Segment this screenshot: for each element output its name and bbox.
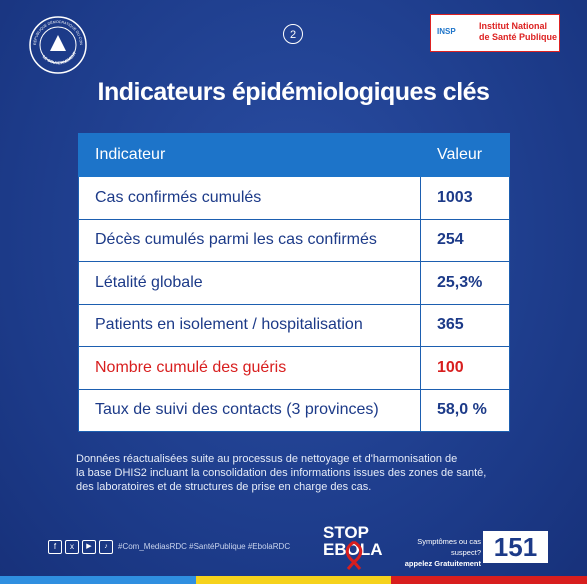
value-cell: 25,3% bbox=[420, 261, 510, 305]
insp-line: de Santé Publique bbox=[479, 32, 558, 42]
svg-text:LE GOUVERNEMENT: LE GOUVERNEMENT bbox=[42, 50, 78, 65]
note-line: Données réactualisées suite au processus… bbox=[76, 453, 458, 465]
indicator-cell: Décès cumulés parmi les cas confirmés bbox=[78, 218, 421, 262]
flag-stripe bbox=[0, 576, 196, 584]
hotline-text: Symptômes ou cas suspect? appelez Gratui… bbox=[393, 536, 481, 569]
insp-line: Institut National bbox=[479, 21, 547, 31]
indicator-cell: Nombre cumulé des guéris bbox=[78, 346, 421, 390]
logo-bottom-text: LE GOUVERNEMENT bbox=[42, 50, 78, 65]
indicator-cell: Patients en isolement / hospitalisation bbox=[78, 303, 421, 347]
header-row: Indicateur Valeur bbox=[78, 133, 510, 177]
insp-name: Institut National de Santé Publique bbox=[479, 21, 557, 43]
indicator-cell: Cas confirmés cumulés bbox=[78, 176, 421, 220]
header-cell: Indicateur bbox=[78, 133, 421, 177]
title: Indicateurs épidémiologiques clés bbox=[97, 78, 490, 106]
indicator-cell: Taux de suivi des contacts (3 provinces) bbox=[78, 388, 421, 432]
stop-ebola: STOP EBOLA bbox=[323, 524, 383, 558]
value-cell: 365 bbox=[420, 303, 510, 347]
note-line: la base DHIS2 incluant la consolidation … bbox=[76, 467, 487, 479]
note-line: des laboratoires et de structures de pri… bbox=[76, 481, 372, 493]
insp-acronym: INSP bbox=[437, 27, 456, 36]
note: Données réactualisées suite au processus… bbox=[76, 452, 486, 494]
table-row: Patients en isolement / hospitalisation 3… bbox=[78, 303, 510, 347]
header-cell: Valeur bbox=[420, 133, 510, 177]
table-row: Décès cumulés parmi les cas confirmés 254 bbox=[78, 218, 510, 262]
value-cell: 58,0 % bbox=[420, 388, 510, 432]
ribbon bbox=[345, 540, 363, 570]
hotline-call: appelez Gratuitement bbox=[404, 559, 481, 568]
table-body: Cas confirmés cumulés 1003 Décès cumulés p… bbox=[78, 176, 510, 432]
page-number: 2 bbox=[283, 24, 303, 44]
indicator-table: Indicateur Valeur Cas confirmés cumulés 1… bbox=[78, 133, 510, 432]
campaign-line: EBOLA bbox=[323, 540, 383, 559]
hotline-question: Symptômes ou cas suspect? bbox=[417, 537, 481, 557]
value-cell: 254 bbox=[420, 218, 510, 262]
table-row: Nombre cumulé des guéris 100 bbox=[78, 346, 510, 390]
hashtags: #Com_MediasRDC #SantéPublique #EbolaRDC bbox=[118, 542, 291, 551]
insp-logo: INSP Institut National de Santé Publique bbox=[430, 14, 560, 52]
table-row: Taux de suivi des contacts (3 provinces)… bbox=[78, 388, 510, 432]
hotline-number: 151 bbox=[483, 531, 548, 563]
table-row: Létalité globale 25,3% bbox=[78, 261, 510, 305]
value-cell: 1003 bbox=[420, 176, 510, 220]
social-icons: f x ▶ ♪ bbox=[48, 540, 113, 554]
government-logo: RÉPUBLIQUE DÉMOCRATIQUE DU CONGO LE GOUV… bbox=[28, 15, 87, 74]
flag-stripe bbox=[391, 576, 587, 584]
campaign-line: STOP bbox=[323, 523, 369, 542]
value-cell: 100 bbox=[420, 346, 510, 390]
table-row: Cas confirmés cumulés 1003 bbox=[78, 176, 510, 220]
flag-stripe bbox=[196, 576, 391, 584]
indicator-cell: Létalité globale bbox=[78, 261, 421, 305]
